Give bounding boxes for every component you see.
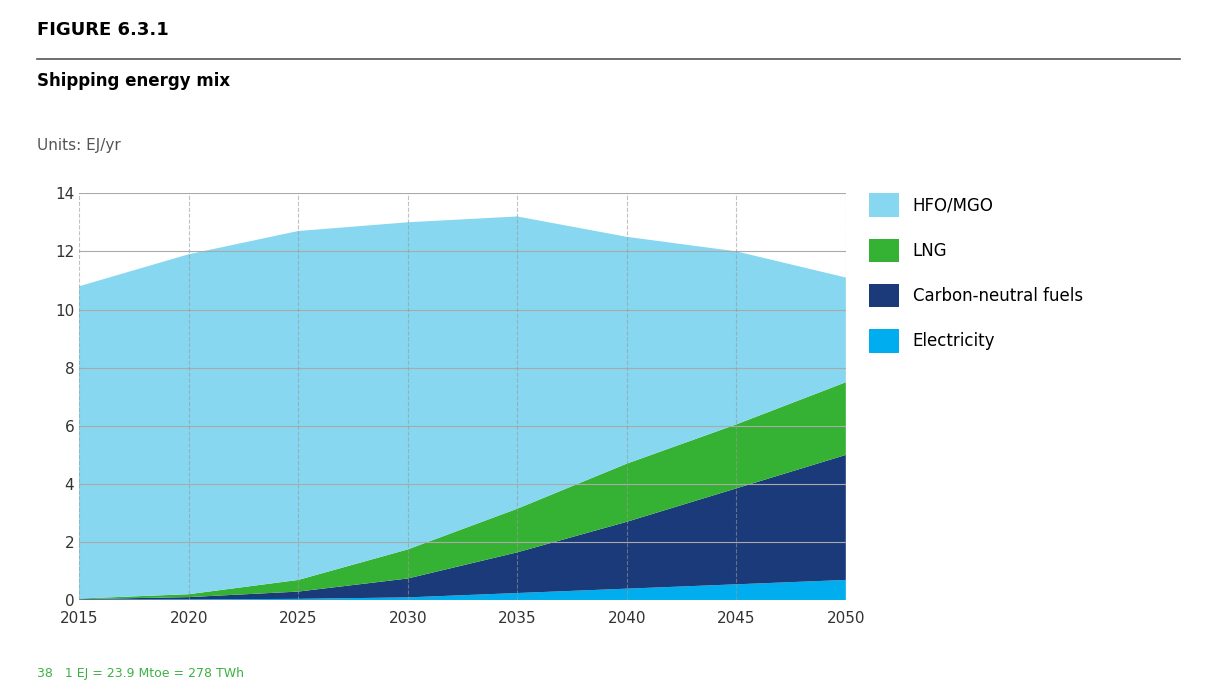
Text: FIGURE 6.3.1: FIGURE 6.3.1 — [37, 21, 168, 39]
Text: 38   1 EJ = 23.9 Mtoe = 278 TWh: 38 1 EJ = 23.9 Mtoe = 278 TWh — [37, 667, 243, 680]
Text: Shipping energy mix: Shipping energy mix — [37, 72, 230, 90]
Text: Units: EJ/yr: Units: EJ/yr — [37, 138, 120, 153]
Legend: HFO/MGO, LNG, Carbon-neutral fuels, Electricity: HFO/MGO, LNG, Carbon-neutral fuels, Elec… — [869, 193, 1083, 353]
